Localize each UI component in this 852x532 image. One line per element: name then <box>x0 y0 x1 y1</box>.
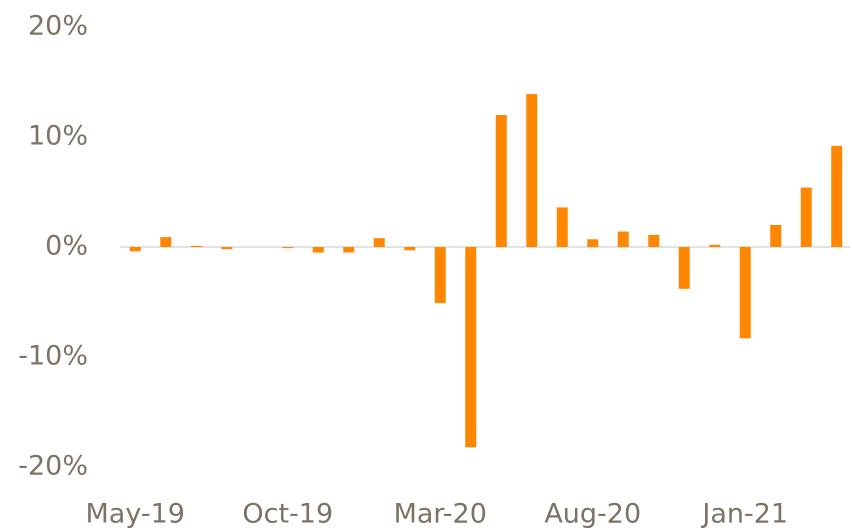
x-tick-label: Oct-19 <box>242 499 333 530</box>
bar <box>495 115 507 247</box>
bar <box>587 239 599 247</box>
bar <box>617 231 629 247</box>
bar <box>648 234 660 247</box>
bar <box>434 247 446 304</box>
x-tick-label: May-19 <box>86 499 185 530</box>
bar <box>465 247 477 448</box>
x-tick-label: Aug-20 <box>544 499 641 530</box>
bar <box>373 238 385 247</box>
y-tick-label: -20% <box>18 451 88 482</box>
bar <box>190 245 202 247</box>
bar <box>770 225 782 247</box>
bar <box>800 187 812 247</box>
bar <box>831 145 843 247</box>
bar <box>312 247 324 253</box>
bar <box>709 244 721 247</box>
bar <box>404 247 416 251</box>
bar <box>678 247 690 289</box>
x-tick-label: Jan-21 <box>700 499 788 530</box>
y-tick-label: 0% <box>45 231 88 262</box>
bar <box>739 247 751 339</box>
bar <box>129 247 141 252</box>
bar <box>221 247 233 250</box>
bar <box>526 94 538 247</box>
y-tick-label: -10% <box>18 341 88 372</box>
bar <box>160 237 172 247</box>
bar <box>343 247 355 253</box>
y-tick-label: 10% <box>28 121 88 152</box>
bar <box>556 207 568 247</box>
x-tick-label: Mar-20 <box>394 499 487 530</box>
bar <box>282 247 294 249</box>
y-tick-label: 20% <box>28 11 88 42</box>
